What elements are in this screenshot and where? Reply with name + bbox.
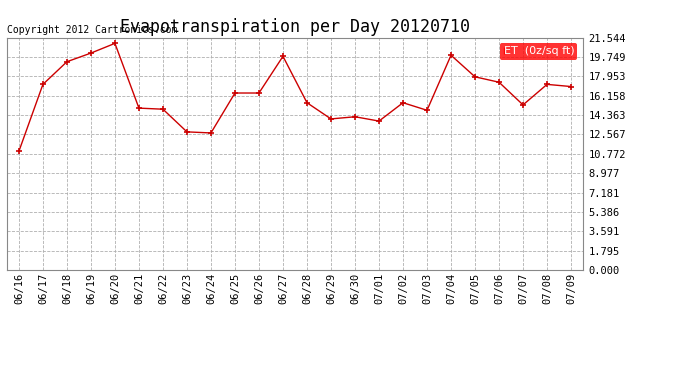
Legend: ET  (0z/sq ft): ET (0z/sq ft) (500, 43, 578, 60)
Text: Copyright 2012 Cartronics.com: Copyright 2012 Cartronics.com (7, 25, 177, 35)
Title: Evapotranspiration per Day 20120710: Evapotranspiration per Day 20120710 (120, 18, 470, 36)
